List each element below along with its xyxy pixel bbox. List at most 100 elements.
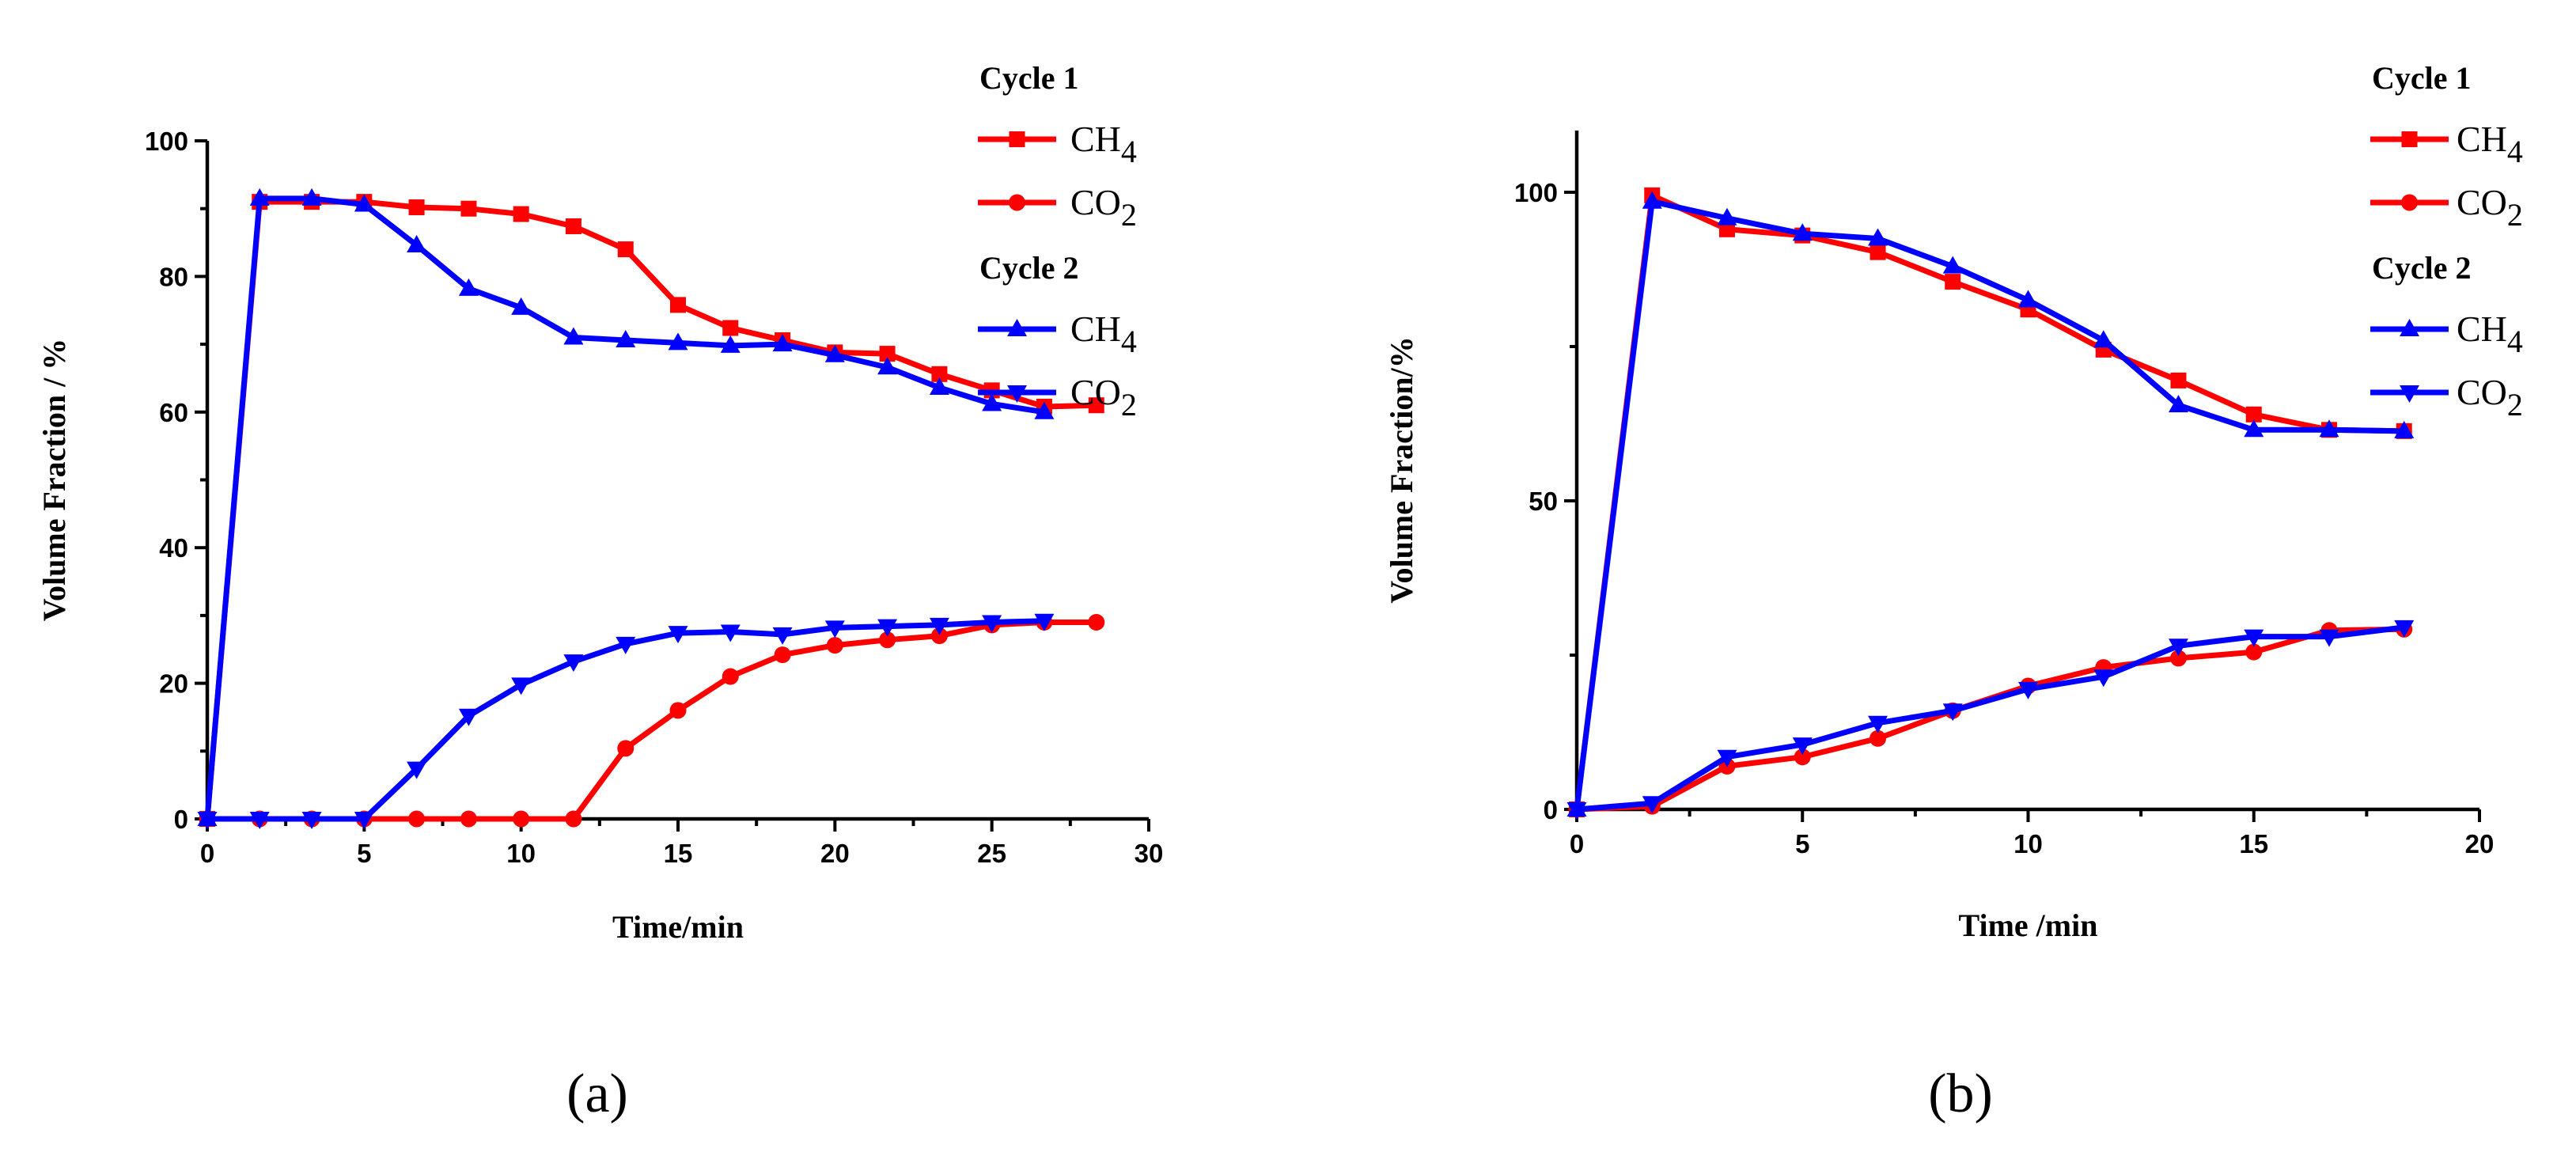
data-point	[301, 188, 322, 206]
legend-group-title: Cycle 2	[2372, 250, 2472, 286]
data-point	[877, 357, 898, 375]
data-point	[1792, 223, 1813, 241]
series-line	[207, 619, 1097, 822]
legend-entry-label: CH4	[2457, 309, 2523, 359]
x-tick-label: 5	[1795, 829, 1809, 858]
data-point	[929, 377, 949, 395]
data-point	[722, 320, 739, 336]
data-point	[2319, 419, 2339, 438]
series-cycle-2-ch4	[1566, 191, 2415, 817]
data-point	[2244, 629, 2264, 647]
data-point	[668, 332, 688, 351]
y-tick-label: 0	[1544, 795, 1558, 824]
data-point	[249, 188, 270, 206]
legend-entry-label: CH4	[2457, 119, 2523, 169]
data-point	[617, 241, 634, 258]
data-point	[2319, 629, 2339, 647]
data-point	[826, 637, 843, 654]
data-point	[668, 626, 688, 644]
data-point	[354, 194, 374, 212]
legend-marker	[2400, 385, 2419, 403]
series-line	[1574, 192, 2404, 810]
data-point	[670, 297, 686, 313]
legend: Cycle 1 CH4 CO2 Cycle 2 CH4 CO2	[2370, 60, 2523, 423]
x-tick-label: 15	[2239, 829, 2268, 858]
legend-marker	[1009, 131, 1025, 147]
data-point	[774, 646, 791, 664]
data-point	[511, 297, 532, 315]
data-point	[513, 206, 529, 222]
y-axis-label: Volume Fraction/%	[1384, 336, 1419, 603]
data-point	[616, 636, 636, 654]
data-point	[2244, 419, 2264, 438]
x-tick-label: 10	[506, 839, 536, 868]
series-cycle-2-ch4	[197, 188, 1055, 826]
series-cycle-1-co2	[199, 613, 1105, 828]
x-tick-label: 20	[820, 839, 850, 868]
data-point	[824, 620, 845, 639]
data-point	[1794, 748, 1811, 766]
data-point	[2093, 669, 2114, 688]
x-tick-label: 10	[2013, 829, 2043, 858]
data-point	[2170, 372, 2187, 388]
data-point	[407, 234, 427, 252]
data-point	[1945, 274, 1961, 290]
series-cycle-1-co2	[1568, 620, 2413, 818]
legend-marker	[1007, 319, 1027, 336]
panel-label: (a)	[566, 1063, 628, 1124]
series-line	[1576, 624, 2405, 813]
series-cycle-2-co2	[1566, 620, 2415, 820]
legend-marker	[2401, 194, 2418, 211]
series-line	[1576, 626, 2404, 813]
data-point	[565, 218, 581, 234]
x-tick-label: 30	[1135, 839, 1164, 868]
y-tick-label: 100	[145, 127, 188, 156]
y-tick-label: 60	[159, 398, 188, 427]
legend-group-title: Cycle 2	[979, 250, 1079, 286]
x-tick-label: 25	[977, 839, 1006, 868]
data-point	[930, 627, 948, 645]
data-point	[722, 668, 739, 685]
data-point	[2169, 650, 2187, 667]
data-point	[197, 812, 218, 829]
data-point	[720, 624, 741, 642]
data-point	[772, 627, 793, 645]
data-point	[772, 334, 793, 352]
data-point	[1717, 207, 1737, 225]
data-point	[458, 278, 479, 296]
data-point	[1942, 703, 1963, 722]
legend-marker	[1007, 385, 1027, 403]
data-point	[2394, 620, 2415, 638]
x-axis-label: Time /min	[1959, 908, 2098, 943]
data-point	[982, 615, 1002, 633]
legend-marker	[2400, 319, 2419, 336]
data-point	[2168, 395, 2188, 413]
data-point	[1869, 244, 1886, 260]
data-point	[2018, 681, 2038, 699]
data-point	[879, 631, 896, 649]
data-point	[2018, 290, 2038, 308]
y-tick-label: 40	[159, 533, 188, 563]
chart-panel-a: 0 5 10 15 20 25 30 0 20 40 60 80 100 Time/min Volume F…	[36, 60, 1163, 1124]
data-point	[563, 654, 584, 673]
legend-entry-label: CH4	[1070, 309, 1137, 359]
data-point	[1942, 256, 1963, 274]
y-tick-label: 0	[174, 805, 188, 834]
x-axis-label: Time/min	[612, 909, 744, 945]
data-point	[407, 761, 427, 779]
data-point	[1034, 401, 1055, 419]
data-point	[408, 810, 426, 828]
x-tick-label: 0	[200, 839, 214, 868]
data-point	[2394, 420, 2415, 438]
data-point	[565, 810, 582, 828]
data-point	[2245, 406, 2262, 423]
legend-group-title: Cycle 1	[2372, 60, 2472, 96]
data-point	[563, 327, 584, 345]
data-point	[824, 344, 845, 362]
y-tick-label: 50	[1529, 487, 1558, 516]
data-point	[1642, 796, 1662, 814]
legend-marker	[1009, 194, 1025, 211]
data-point	[301, 812, 322, 829]
legend-entry-label: CH4	[1070, 119, 1137, 169]
